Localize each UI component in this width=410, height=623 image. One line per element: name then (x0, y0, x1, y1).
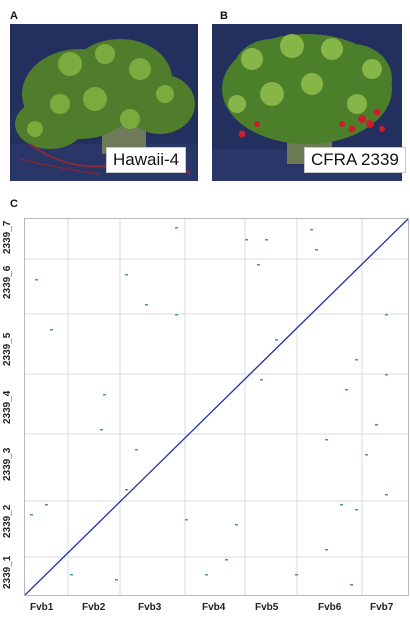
synteny-diagonal (24, 218, 409, 596)
synteny-dot-2 (245, 239, 248, 241)
synteny-dot-12 (385, 314, 388, 316)
y-label-2339-4: 2339_4 (2, 390, 13, 424)
synteny-dot-34 (225, 559, 228, 561)
hawaii-4-plant-photo (10, 24, 198, 181)
synteny-dot-28 (235, 524, 238, 526)
synteny-dot-33 (115, 579, 118, 581)
y-label-2339-1: 2339_1 (2, 555, 13, 589)
synteny-dot-29 (340, 504, 343, 506)
y-label-2339-2: 2339_2 (2, 504, 13, 538)
synteny-dot-5 (315, 249, 318, 251)
synteny-dot-20 (135, 449, 138, 451)
synteny-dot-4 (310, 229, 313, 231)
x-label-fvb1: Fvb1 (30, 602, 54, 613)
synteny-dot-26 (125, 489, 128, 491)
synteny-dot-27 (185, 519, 188, 521)
y-label-2339-5: 2339_5 (2, 332, 13, 366)
synteny-dot-24 (45, 504, 48, 506)
synteny-dot-6 (265, 239, 268, 241)
y-label-2339-7: 2339_7 (2, 220, 13, 254)
grid-lines (25, 219, 408, 595)
cfra-2339-label: CFRA 2339 (304, 147, 406, 173)
y-label-2339-3: 2339_3 (2, 447, 13, 481)
synteny-dot-7 (35, 279, 38, 281)
synteny-dot-14 (260, 379, 263, 381)
synteny-dot-18 (345, 389, 348, 391)
x-label-fvb3: Fvb3 (138, 602, 162, 613)
x-label-fvb2: Fvb2 (82, 602, 106, 613)
y-label-2339-6: 2339_6 (2, 265, 13, 299)
dot-plot (24, 218, 409, 596)
synteny-dot-32 (70, 574, 73, 576)
synteny-dot-31 (385, 494, 388, 496)
synteny-dot-38 (205, 574, 208, 576)
synteny-dots (30, 227, 388, 586)
synteny-dot-1 (175, 227, 178, 229)
synteny-dot-36 (325, 549, 328, 551)
hawaii-4-label: Hawaii-4 (106, 147, 187, 173)
synteny-dot-16 (385, 374, 388, 376)
synteny-dot-11 (50, 329, 53, 331)
synteny-dot-22 (365, 454, 368, 456)
synteny-dot-9 (145, 304, 148, 306)
synteny-dot-23 (325, 439, 328, 441)
x-label-fvb5: Fvb5 (255, 602, 279, 613)
x-label-fvb6: Fvb6 (318, 602, 342, 613)
synteny-dot-35 (295, 574, 298, 576)
synteny-dot-25 (30, 514, 33, 516)
x-label-fvb4: Fvb4 (202, 602, 226, 613)
panel-a-letter: A (10, 10, 18, 22)
synteny-dot-30 (355, 509, 358, 511)
panel-c-letter: C (10, 198, 18, 210)
synteny-dot-37 (350, 584, 353, 586)
synteny-dot-10 (175, 314, 178, 316)
synteny-dot-13 (275, 339, 278, 341)
x-label-fvb7: Fvb7 (370, 602, 394, 613)
synteny-dot-3 (257, 264, 260, 266)
synteny-dot-15 (355, 359, 358, 361)
panel-b-letter: B (220, 10, 228, 22)
synteny-dot-19 (100, 429, 103, 431)
synteny-dot-21 (375, 424, 378, 426)
synteny-dot-17 (103, 394, 106, 396)
synteny-dot-8 (125, 274, 128, 276)
